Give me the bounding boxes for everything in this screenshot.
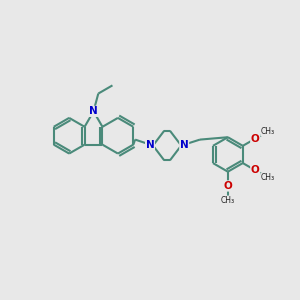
Text: N: N bbox=[180, 140, 189, 150]
Text: N: N bbox=[146, 140, 154, 150]
Text: O: O bbox=[251, 134, 260, 144]
Text: N: N bbox=[89, 106, 98, 116]
Text: CH₃: CH₃ bbox=[221, 196, 235, 205]
Text: O: O bbox=[224, 181, 232, 191]
Text: CH₃: CH₃ bbox=[260, 173, 274, 182]
Text: CH₃: CH₃ bbox=[260, 127, 274, 136]
Text: O: O bbox=[251, 165, 260, 175]
